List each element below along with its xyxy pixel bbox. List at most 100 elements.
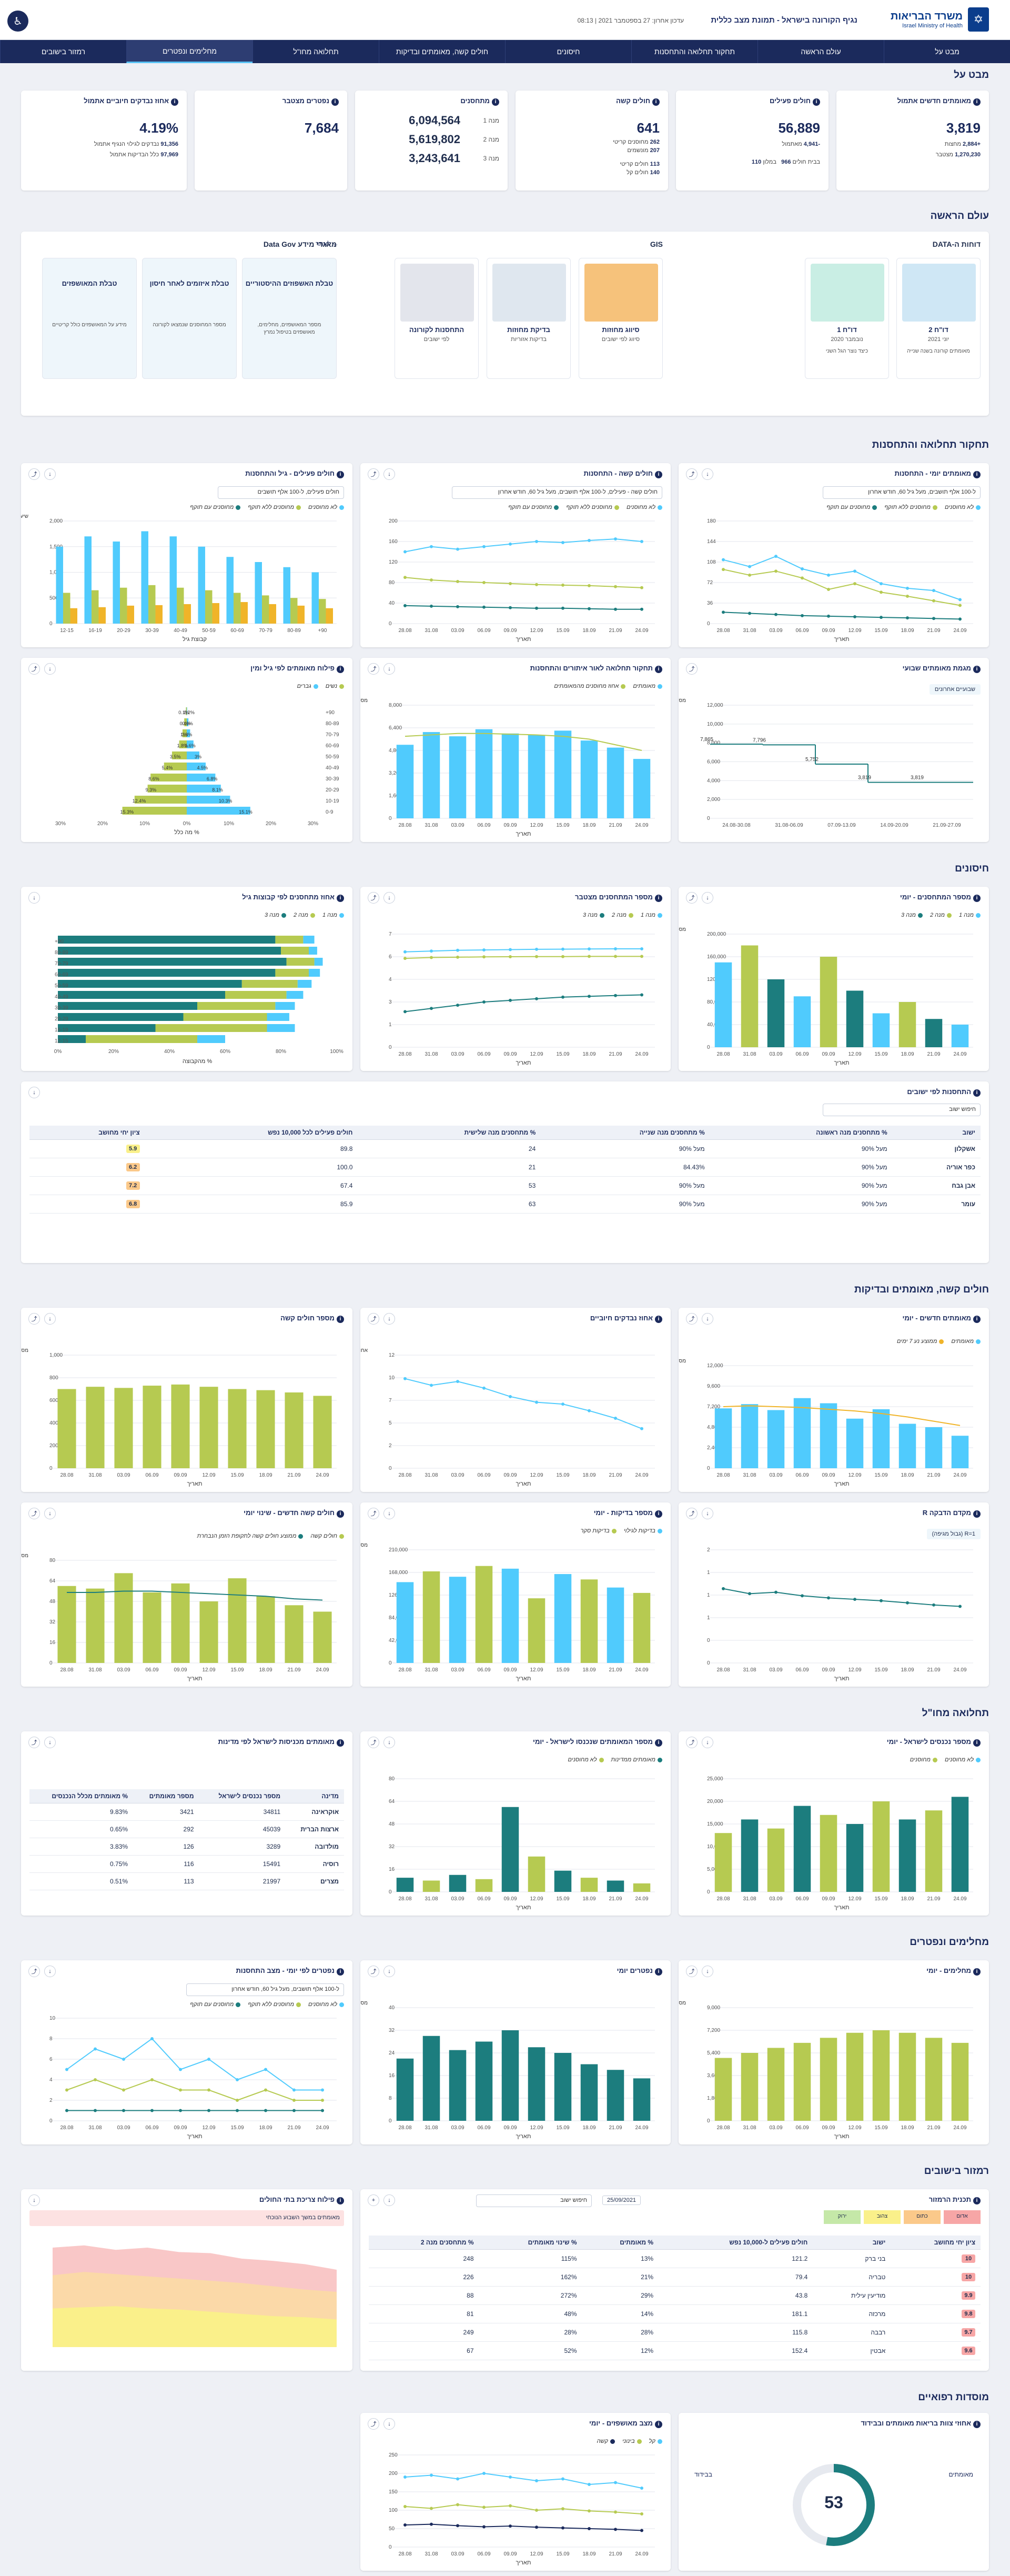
info-icon[interactable]: i (973, 666, 981, 673)
table-row[interactable]: 9.6 אבטין 152.4 12% 52% 67 (369, 2341, 981, 2360)
download-icon[interactable]: ↓ (383, 2418, 395, 2430)
col-header[interactable]: מספר נכנסים לישראל (199, 1789, 286, 1803)
share-icon[interactable]: ⤴ (686, 1966, 698, 1977)
nav-morbidity[interactable]: תחקור תחלואה והתחסנות (631, 40, 758, 63)
col-header[interactable]: % מתחסנים מנה 2 (369, 2236, 479, 2250)
share-icon[interactable]: ⤴ (28, 468, 40, 480)
share-icon[interactable]: ⤴ (686, 468, 698, 480)
col-header[interactable]: % מאומתים מכלל הנכנסים (29, 1789, 134, 1803)
gov-table-card[interactable]: טבלת איזומים לאחר חיסון מספר המחוסנים שנמ… (142, 258, 237, 379)
col-header[interactable]: ישוב (892, 1126, 981, 1140)
gis-card[interactable]: בדיקת מחוזות בדיקות אזוריות (487, 258, 571, 379)
gis-card[interactable]: סיווג מחוזות סיווג לפי ישובים (579, 258, 663, 379)
share-icon[interactable]: ⤴ (368, 468, 379, 480)
info-icon[interactable]: i (973, 1739, 981, 1747)
download-icon[interactable]: ↓ (28, 2194, 40, 2206)
date-selector[interactable]: 25/09/2021 (602, 2196, 641, 2205)
ministry-logo[interactable]: ✡ משרד הבריאות Israel Ministry of Health (891, 7, 989, 32)
download-icon[interactable]: ↓ (44, 1966, 56, 1977)
download-icon[interactable]: ↓ (44, 1508, 56, 1519)
table-row[interactable]: אוקראינה 34811 3421 9.83% (29, 1803, 344, 1821)
info-icon[interactable]: i (337, 471, 344, 478)
info-icon[interactable]: i (655, 895, 662, 902)
info-icon[interactable]: i (973, 471, 981, 478)
table-row[interactable]: אשקלון מעל 90% מעל 90% 24 89.8 5.9 (29, 1139, 981, 1158)
info-icon[interactable]: i (337, 1316, 344, 1323)
download-icon[interactable]: ↓ (702, 1737, 713, 1748)
info-icon[interactable]: i (655, 471, 662, 478)
download-icon[interactable]: ↓ (383, 468, 395, 480)
download-icon[interactable]: ↓ (383, 1313, 395, 1325)
col-header[interactable]: % מתחסנים מנה שלישית (358, 1126, 541, 1140)
col-header[interactable]: ציון יחי מחושב (891, 2236, 981, 2250)
download-icon[interactable]: ↓ (702, 1508, 713, 1519)
info-icon[interactable]: i (337, 1968, 344, 1976)
nav-recovered[interactable]: מחלימים ונפטרים (126, 40, 252, 63)
download-icon[interactable]: ↓ (383, 1966, 395, 1977)
share-icon[interactable]: ⤴ (28, 1508, 40, 1519)
table-row[interactable]: 10 טבריה 79.4 21% 162% 226 (369, 2268, 981, 2287)
share-icon[interactable]: ⤴ (686, 1508, 698, 1519)
col-header[interactable]: חולים פעילים ל-10,000 נפש (659, 2236, 813, 2250)
accessibility-icon[interactable]: ♿ (7, 11, 28, 32)
table-row[interactable]: אבן גבח מעל 90% מעל 90% 53 67.4 7.2 (29, 1176, 981, 1195)
download-icon[interactable]: ↓ (44, 663, 56, 675)
nav-traffic-light[interactable]: רמזור בישובים (0, 40, 126, 63)
col-header[interactable]: ציון יחי מחושב (29, 1126, 145, 1140)
info-icon[interactable]: i (973, 895, 981, 902)
info-icon[interactable]: i (331, 98, 339, 106)
share-icon[interactable]: ⤴ (368, 1737, 379, 1748)
share-icon[interactable]: ⤴ (686, 663, 698, 675)
info-icon[interactable]: i (655, 666, 662, 673)
share-icon[interactable]: ⤴ (368, 1508, 379, 1519)
info-icon[interactable]: i (655, 1316, 662, 1323)
share-icon[interactable]: ⤴ (28, 1966, 40, 1977)
download-icon[interactable]: ↓ (28, 1087, 40, 1098)
nav-overview[interactable]: מבט על (884, 40, 1010, 63)
filter-dropdown[interactable]: חולים קשה - פעילים, ל-100 אלף תושבים, מע… (452, 486, 662, 499)
info-icon[interactable]: i (973, 98, 981, 106)
share-icon[interactable]: ⤴ (28, 1737, 40, 1748)
table-row[interactable]: מולדובה 3289 126 3.83% (29, 1838, 344, 1856)
filter-dropdown[interactable]: ל-100 אלף תושבים, מעל גיל 60, חודש אחרון (823, 486, 981, 499)
info-icon[interactable]: i (492, 98, 499, 106)
info-icon[interactable]: i (973, 1510, 981, 1518)
download-icon[interactable]: ↓ (702, 468, 713, 480)
share-icon[interactable]: ⤴ (28, 1313, 40, 1325)
nav-abroad[interactable]: תחלואה מחו"ל (252, 40, 379, 63)
search-input[interactable]: חיפוש ישוב (823, 1104, 981, 1116)
col-header[interactable]: % שינוי מאומתים (479, 2236, 582, 2250)
report-card[interactable]: דו"ח 2 יוני 2021 מאומתים קורונה בשנה שנייה (896, 258, 981, 379)
search-input[interactable]: חיפוש ישוב (476, 2194, 592, 2207)
table-row[interactable]: כפר אוריה מעל 90% 84.43% 21 100.0 6.2 (29, 1158, 981, 1177)
info-icon[interactable]: i (337, 2197, 344, 2204)
table-row[interactable]: ארצות הברית 45039 292 0.65% (29, 1820, 344, 1838)
col-header[interactable]: % מאומתים (582, 2236, 659, 2250)
download-icon[interactable]: ↓ (44, 1313, 56, 1325)
col-header[interactable]: ישוב (813, 2236, 891, 2250)
download-icon[interactable]: ↓ (383, 1737, 395, 1748)
add-icon[interactable]: + (368, 2194, 379, 2206)
report-card[interactable]: דו"ח 1 נובמבר 2020 כיצד נוצר הגל השני (805, 258, 889, 379)
download-icon[interactable]: ↓ (28, 892, 40, 904)
info-icon[interactable]: i (813, 98, 820, 106)
info-icon[interactable]: i (973, 1089, 981, 1097)
nav-vaccines[interactable]: חיסונים (505, 40, 631, 63)
share-icon[interactable]: ⤴ (368, 892, 379, 904)
nav-research[interactable]: עולם הראשה (758, 40, 884, 63)
info-icon[interactable]: i (337, 895, 344, 902)
info-icon[interactable]: i (652, 98, 660, 106)
gis-card[interactable]: התחסנות לקורונה לפי ישובים (395, 258, 479, 379)
download-icon[interactable]: ↓ (383, 2194, 395, 2206)
download-icon[interactable]: ↓ (702, 1966, 713, 1977)
info-icon[interactable]: i (655, 1510, 662, 1518)
info-icon[interactable]: i (973, 2421, 981, 2428)
download-icon[interactable]: ↓ (44, 468, 56, 480)
col-header[interactable]: מדינה (286, 1789, 344, 1803)
table-row[interactable]: עומר מעל 90% מעל 90% 63 85.9 6.8 (29, 1195, 981, 1214)
col-header[interactable]: % מתחסנים מנה שנייה (541, 1126, 710, 1140)
nav-severe[interactable]: חולים קשה, מאומתים ובדיקות (379, 40, 505, 63)
gov-table-card[interactable]: טבלת האשפוזים ההיסטוריים מספר המאושפזים, … (242, 258, 337, 379)
download-icon[interactable]: ↓ (44, 1737, 56, 1748)
table-row[interactable]: 10 בני ברק 121.2 13% 115% 248 (369, 2249, 981, 2268)
